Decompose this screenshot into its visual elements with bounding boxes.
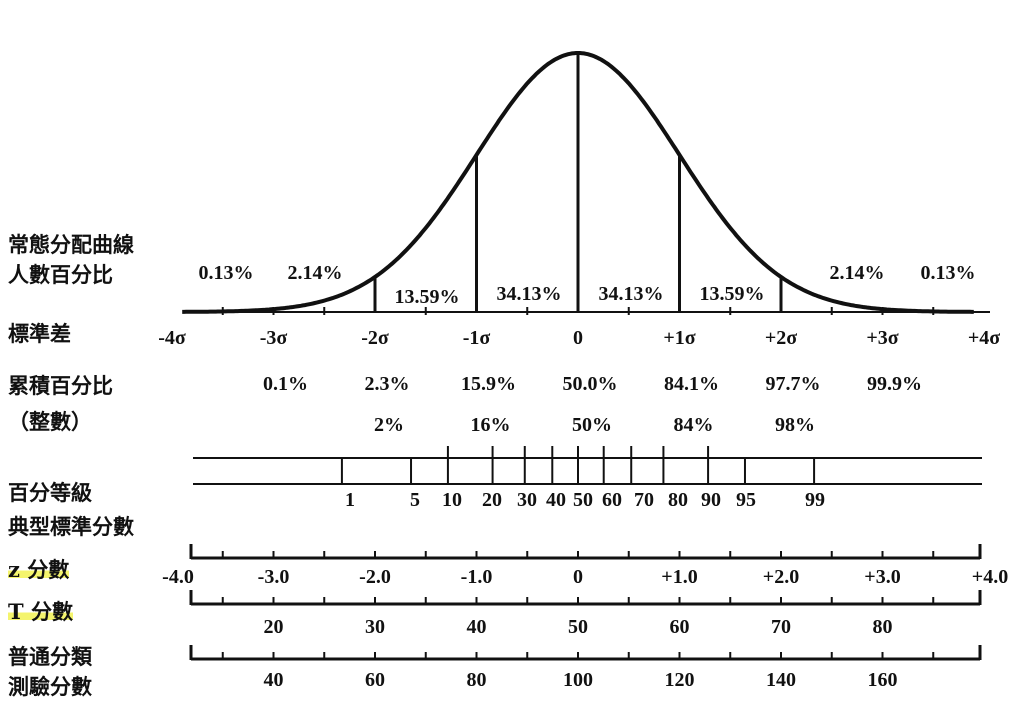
general-score-label-2: 測驗分數 bbox=[8, 674, 92, 699]
percentile-rank-label: 1 bbox=[345, 489, 355, 511]
percentile-rank-label: 30 bbox=[517, 489, 537, 511]
z-score-label: z 分數 bbox=[8, 554, 70, 584]
z-score-label: +3.0 bbox=[864, 566, 900, 588]
general-score-label: 60 bbox=[365, 669, 385, 691]
general-score-label: 160 bbox=[868, 669, 898, 691]
t-score-label: T 分數 bbox=[8, 596, 73, 626]
cumulative-rounded: 2% bbox=[374, 414, 404, 436]
cumulative-rounded-label: （整數） bbox=[8, 409, 92, 434]
curve-title-label: 常態分配曲線 bbox=[8, 232, 134, 257]
percentile-rank-label: 5 bbox=[410, 489, 420, 511]
general-score-label: 40 bbox=[264, 669, 284, 691]
cumulative-percent: 84.1% bbox=[664, 373, 719, 395]
t-score-label: 80 bbox=[873, 616, 893, 638]
cumulative-rounded: 98% bbox=[775, 414, 815, 436]
score-scales-layer: 1 5 10 20 30 40 50 60 70 80 90 95 99 -4.0 -3.0 -2.0 -1.0… bbox=[162, 446, 1008, 691]
z-score-label: +4.0 bbox=[972, 566, 1008, 588]
general-score-label: 80 bbox=[467, 669, 487, 691]
z-score-label: -3.0 bbox=[258, 566, 290, 588]
area-percent: 2.14% bbox=[288, 262, 343, 284]
t-score-label: 20 bbox=[264, 616, 284, 638]
sigma-label: 0 bbox=[573, 327, 583, 349]
t-score-label: 70 bbox=[771, 616, 791, 638]
percentile-rank-label: 99 bbox=[805, 489, 825, 511]
area-percent-label: 人數百分比 bbox=[8, 262, 113, 287]
general-score-label: 140 bbox=[766, 669, 796, 691]
z-score-label: -4.0 bbox=[162, 566, 194, 588]
sigma-label: +3σ bbox=[866, 327, 898, 349]
percentile-rank-label: 10 bbox=[442, 489, 462, 511]
area-percent: 13.59% bbox=[700, 283, 765, 305]
percentile-rank-label: 百分等級 bbox=[8, 480, 92, 505]
percentile-rank-label: 70 bbox=[634, 489, 654, 511]
standard-score-label: 典型標準分數 bbox=[8, 514, 134, 539]
z-score-label: +1.0 bbox=[661, 566, 697, 588]
cumulative-rounded: 50% bbox=[572, 414, 612, 436]
z-score-label: 0 bbox=[573, 566, 583, 588]
normal-curve-layer bbox=[182, 51, 990, 315]
percentile-rank-label: 50 bbox=[573, 489, 593, 511]
cumulative-percent: 15.9% bbox=[461, 373, 516, 395]
sigma-label: -2σ bbox=[361, 327, 389, 349]
cumulative-percent: 2.3% bbox=[365, 373, 410, 395]
cumulative-percent-label: 累積百分比 bbox=[8, 373, 113, 398]
percentile-rank-label: 80 bbox=[668, 489, 688, 511]
general-score-label: 120 bbox=[665, 669, 695, 691]
area-percent: 0.13% bbox=[199, 262, 254, 284]
t-score-label: 30 bbox=[365, 616, 385, 638]
scale-labels-layer: 0.13% 2.14% 13.59% 34.13% 34.13% 13.59% 2.14% 0… bbox=[158, 262, 1000, 436]
cumulative-rounded: 84% bbox=[674, 414, 714, 436]
sigma-label: -4σ bbox=[158, 327, 186, 349]
area-percent: 34.13% bbox=[497, 283, 562, 305]
area-percent: 13.59% bbox=[395, 286, 460, 308]
t-score-label: 50 bbox=[568, 616, 588, 638]
percentile-rank-label: 60 bbox=[602, 489, 622, 511]
percentile-rank-label: 40 bbox=[546, 489, 566, 511]
area-percent: 34.13% bbox=[599, 283, 664, 305]
area-percent: 0.13% bbox=[921, 262, 976, 284]
cumulative-rounded: 16% bbox=[471, 414, 511, 436]
sigma-label: +4σ bbox=[968, 327, 1000, 349]
sigma-label: -3σ bbox=[260, 327, 288, 349]
percentile-rank-label: 95 bbox=[736, 489, 756, 511]
general-score-label-1: 普通分類 bbox=[8, 644, 92, 669]
z-score-label: +2.0 bbox=[763, 566, 799, 588]
percentile-rank-label: 20 bbox=[482, 489, 502, 511]
sigma-label: +1σ bbox=[663, 327, 695, 349]
sigma-label: +2σ bbox=[765, 327, 797, 349]
z-score-label: -2.0 bbox=[359, 566, 391, 588]
sd-label: 標準差 bbox=[8, 321, 71, 346]
cumulative-percent: 50.0% bbox=[563, 373, 618, 395]
area-percent: 2.14% bbox=[830, 262, 885, 284]
general-score-label: 100 bbox=[563, 669, 593, 691]
t-score-label: 60 bbox=[670, 616, 690, 638]
sigma-label: -1σ bbox=[463, 327, 491, 349]
cumulative-percent: 97.7% bbox=[766, 373, 821, 395]
z-score-label: -1.0 bbox=[461, 566, 493, 588]
cumulative-percent: 99.9% bbox=[867, 373, 922, 395]
percentile-rank-label: 90 bbox=[701, 489, 721, 511]
cumulative-percent: 0.1% bbox=[263, 373, 308, 395]
t-score-label: 40 bbox=[467, 616, 487, 638]
